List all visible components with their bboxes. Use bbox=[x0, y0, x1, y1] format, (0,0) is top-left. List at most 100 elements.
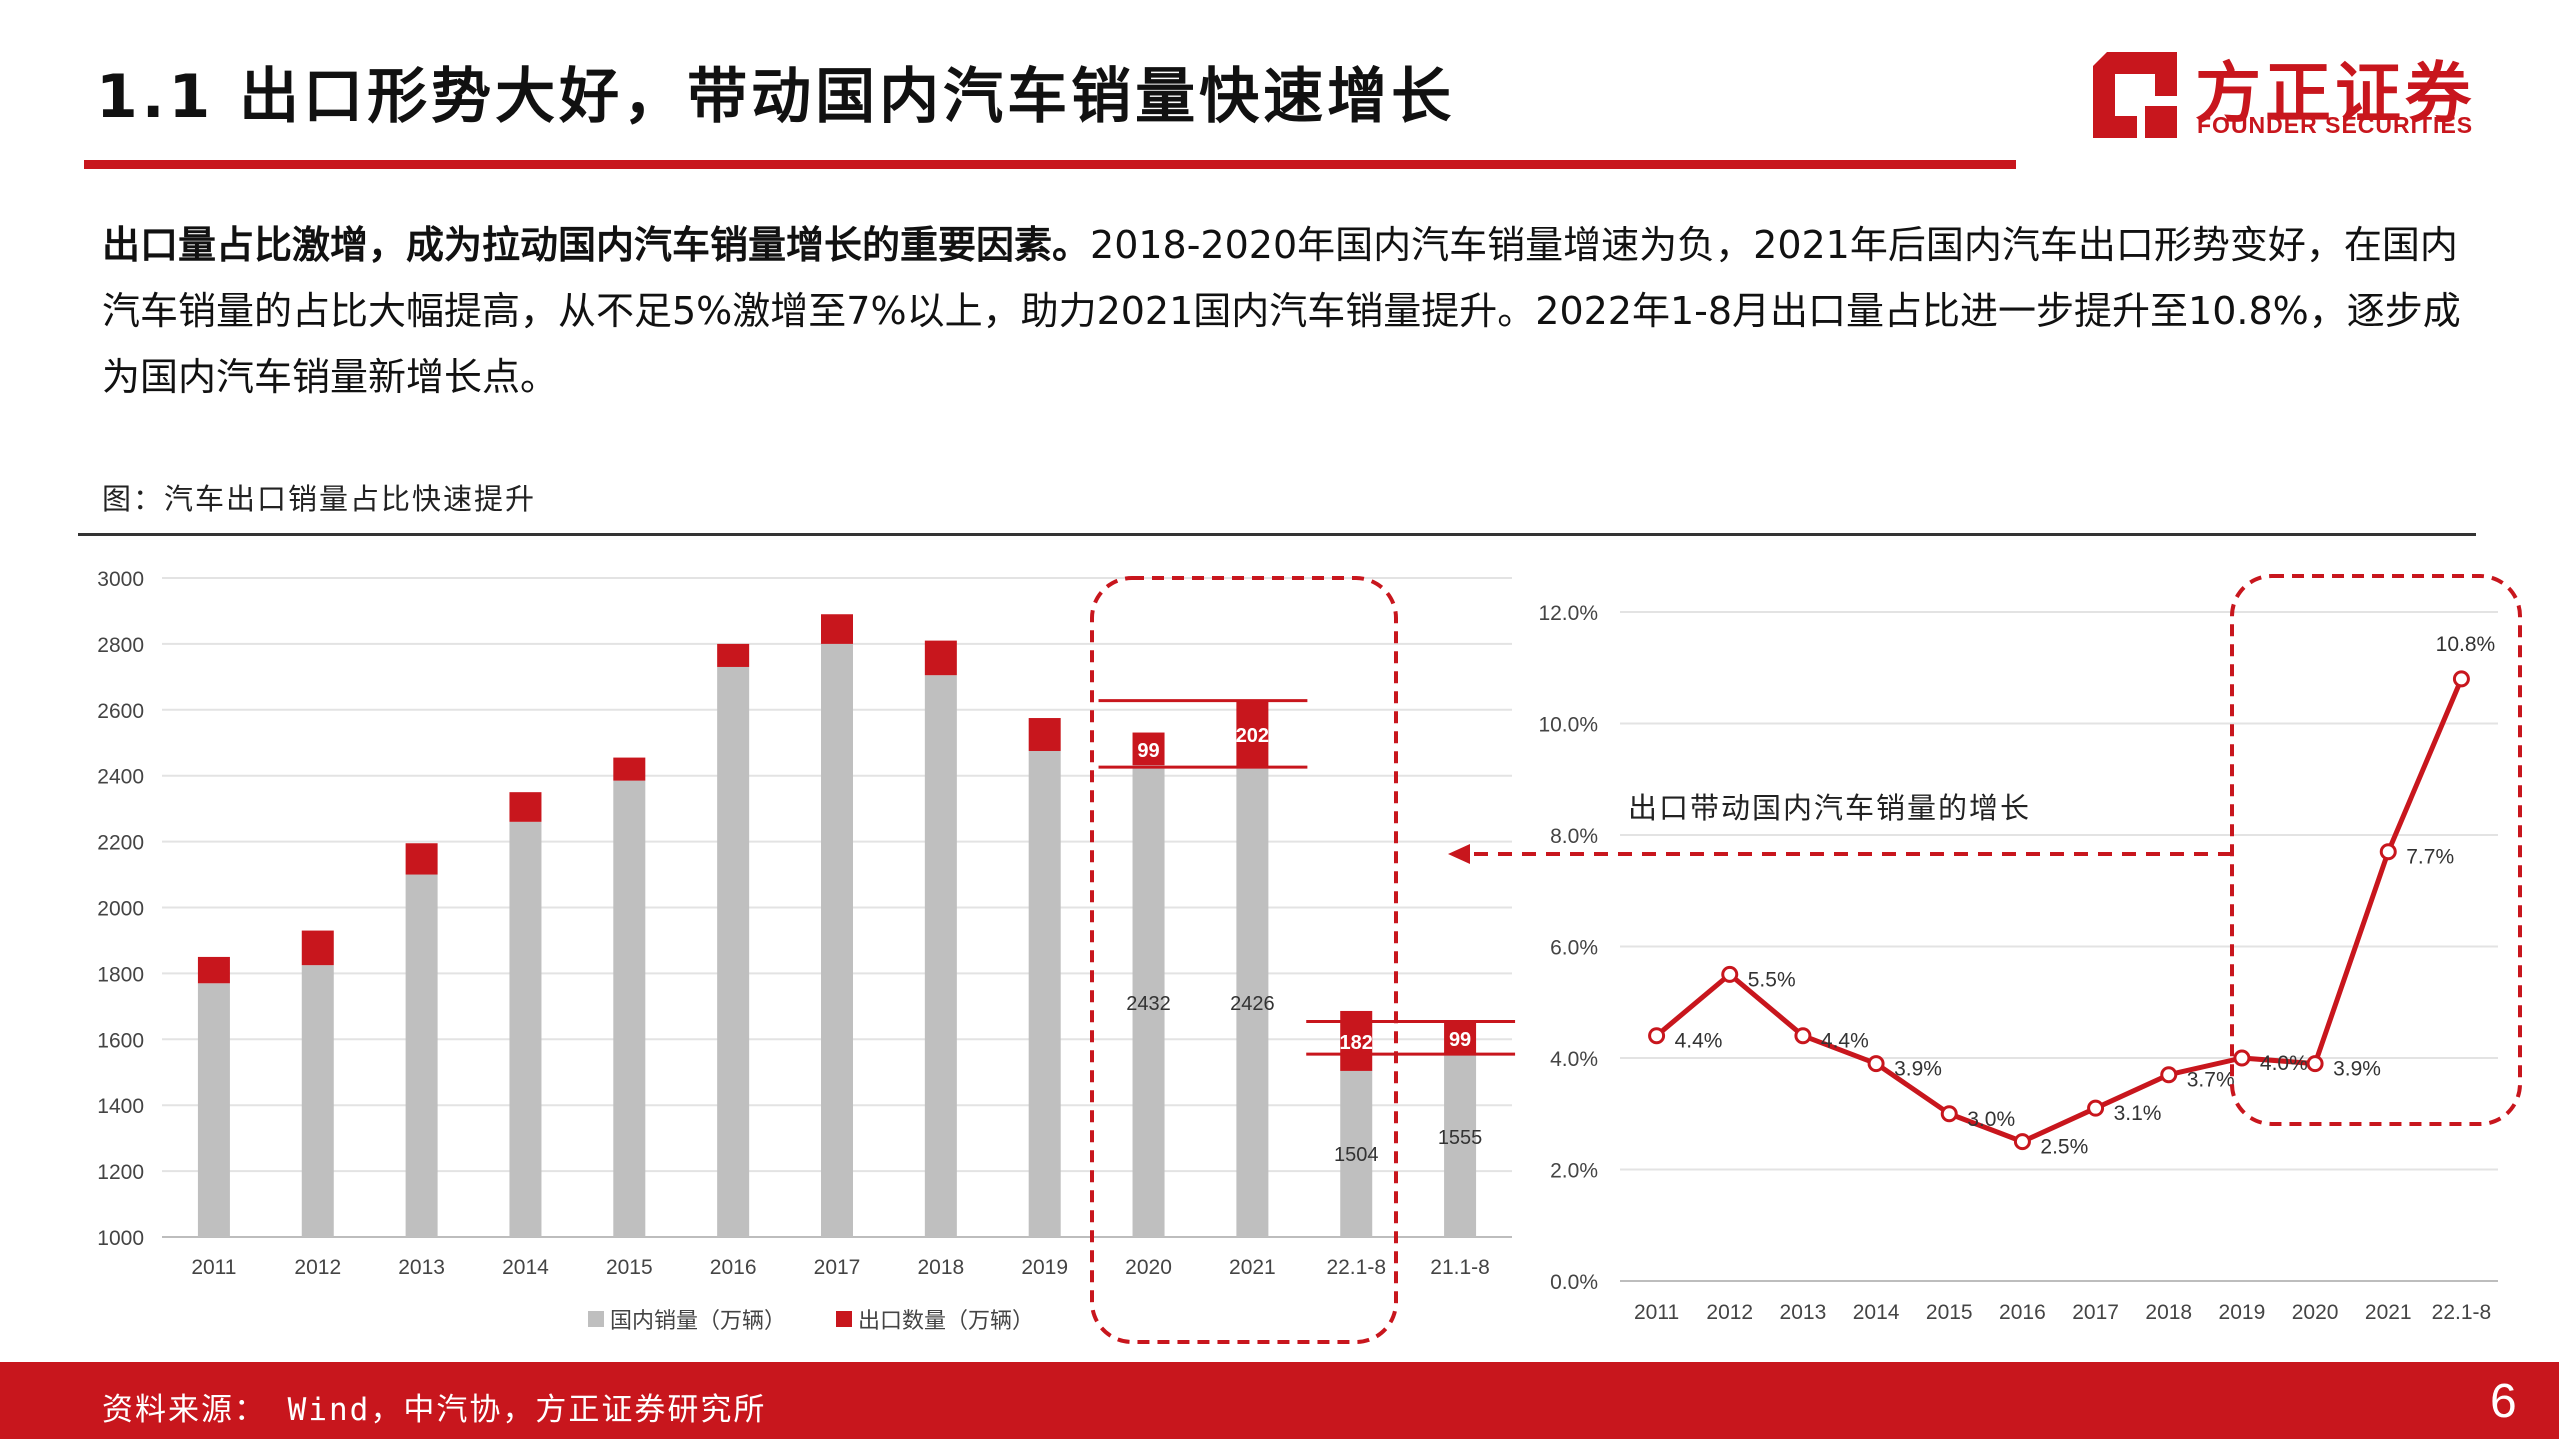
bar-x-tick-label: 2019 bbox=[1021, 1256, 1068, 1279]
export-share-data-label: 3.7% bbox=[2187, 1069, 2235, 1092]
export-share-point bbox=[2087, 1099, 2105, 1117]
logo-mark-icon bbox=[2093, 52, 2177, 138]
bar-y-tick-label: 1200 bbox=[97, 1161, 144, 1184]
bar-export-volume bbox=[405, 843, 438, 875]
export-share-data-label: 4.4% bbox=[1675, 1030, 1723, 1053]
bar-export-volume bbox=[613, 757, 646, 781]
bar-x-tick-label: 2018 bbox=[917, 1256, 964, 1279]
bar-y-tick-label: 2200 bbox=[97, 832, 144, 855]
export-share-point bbox=[2306, 1055, 2324, 1073]
line-chart: 0.0% 2.0% 4.0% 6.0% 8.0% 10.0% 12.0% 2011 2012 20… bbox=[1538, 602, 2498, 1324]
bar-export-data-label: 202 bbox=[1236, 725, 1269, 747]
footer-bar bbox=[0, 1362, 2559, 1439]
line-y-tick-label: 2.0% bbox=[1550, 1160, 1598, 1183]
export-share-data-label: 2.5% bbox=[2040, 1136, 2088, 1159]
highlight-box-line bbox=[2230, 574, 2522, 1126]
bar-export-volume bbox=[1028, 718, 1061, 751]
bar-export-volume bbox=[1236, 700, 1269, 768]
bar-y-tick-label: 1000 bbox=[97, 1227, 144, 1250]
line-y-tick-label: 10.0% bbox=[1538, 714, 1598, 737]
line-y-tick-label: 6.0% bbox=[1550, 937, 1598, 960]
bar-export-data-label: 99 bbox=[1137, 740, 1159, 762]
export-share-data-label: 3.0% bbox=[1967, 1108, 2015, 1131]
title-underline bbox=[84, 160, 2016, 169]
bar-domestic-sales bbox=[1028, 750, 1061, 1237]
chart-canvas: 1000 1200 1400 1600 1800 2000 2200 2400 2600 2800… bbox=[97, 568, 2522, 1344]
export-share-line bbox=[1654, 677, 2464, 1145]
bar-domestic-sales bbox=[509, 821, 542, 1237]
export-share-point bbox=[1940, 1105, 1958, 1123]
line-y-tick-label: 0.0% bbox=[1550, 1271, 1598, 1294]
intro-bold-lead: 出口量占比激增，成为拉动国内汽车销量增长的重要因素。 bbox=[102, 223, 1091, 267]
bar-x-tick-label: 2013 bbox=[398, 1256, 445, 1279]
legend-label-export: 出口数量（万辆） bbox=[858, 1309, 1034, 1334]
export-share-data-label: 10.8% bbox=[2436, 633, 2496, 656]
export-share-point bbox=[2160, 1066, 2178, 1084]
annotation-text: 出口带动国内汽车销量的增长 bbox=[1628, 791, 2031, 825]
bar-y-tick-label: 1800 bbox=[97, 963, 144, 986]
figure-caption: 图：汽车出口销量占比快速提升 bbox=[102, 482, 537, 516]
bar-domestic-sales bbox=[1444, 1054, 1477, 1237]
export-share-point bbox=[2233, 1049, 2251, 1067]
intro-body-text: 2018-2020年国内汽车销量增速为负，2021年后国内汽车出口形势变好，在国… bbox=[102, 223, 2461, 399]
bar-chart: 1000 1200 1400 1600 1800 2000 2200 2400 2600 2800… bbox=[97, 568, 1516, 1334]
bar-y-tick-label: 1600 bbox=[97, 1029, 144, 1052]
legend-label-domestic: 国内销量（万辆） bbox=[610, 1309, 786, 1334]
export-share-point bbox=[1867, 1055, 1885, 1073]
bar-domestic-sales bbox=[301, 965, 334, 1237]
highlight-box-bar bbox=[1090, 576, 1398, 1344]
bar-y-tick-label: 2600 bbox=[97, 700, 144, 723]
line-x-tick-label: 2014 bbox=[1853, 1301, 1900, 1324]
line-x-tick-label: 2015 bbox=[1926, 1301, 1973, 1324]
line-x-tick-label: 2011 bbox=[1634, 1301, 1679, 1324]
export-share-point bbox=[2379, 843, 2397, 861]
logo-chinese-name: 方正证券 bbox=[2195, 55, 2475, 132]
line-x-tick-label: 2018 bbox=[2145, 1301, 2192, 1324]
page-number: 6 bbox=[2490, 1375, 2517, 1428]
line-x-tick-label: 2020 bbox=[2292, 1301, 2339, 1324]
bar-domestic-data-label: 2426 bbox=[1230, 993, 1275, 1015]
line-x-tick-label: 2012 bbox=[1706, 1301, 1753, 1324]
line-x-tick-label: 2016 bbox=[1999, 1301, 2046, 1324]
founder-securities-logo: 方正证券 FOUNDER SECURITIES bbox=[2085, 38, 2475, 148]
source-note: 资料来源： Wind，中汽协，方正证券研究所 bbox=[102, 1392, 767, 1428]
figure-divider bbox=[78, 533, 2476, 536]
bar-x-tick-label: 2020 bbox=[1125, 1256, 1172, 1279]
bar-export-volume bbox=[924, 640, 957, 676]
export-share-point bbox=[1794, 1027, 1812, 1045]
bar-export-volume bbox=[1132, 732, 1165, 766]
export-share-data-label: 7.7% bbox=[2406, 846, 2454, 869]
line-y-tick-label: 8.0% bbox=[1550, 825, 1598, 848]
bar-x-tick-label: 21.1-8 bbox=[1430, 1256, 1490, 1279]
line-x-tick-label: 2019 bbox=[2219, 1301, 2266, 1324]
bar-x-tick-label: 22.1-8 bbox=[1326, 1256, 1386, 1279]
export-share-point bbox=[2013, 1133, 2031, 1151]
bar-export-volume bbox=[509, 792, 542, 822]
bar-y-tick-label: 2800 bbox=[97, 634, 144, 657]
export-share-data-label: 3.1% bbox=[2114, 1102, 2162, 1125]
bar-x-tick-label: 2015 bbox=[606, 1256, 653, 1279]
export-share-point bbox=[1721, 965, 1739, 983]
bar-export-data-label: 182 bbox=[1340, 1032, 1373, 1054]
line-x-tick-label: 2017 bbox=[2072, 1301, 2119, 1324]
bar-domestic-data-label: 2432 bbox=[1126, 993, 1171, 1015]
legend-swatch-domestic bbox=[588, 1311, 604, 1327]
bar-export-data-label: 99 bbox=[1449, 1029, 1471, 1051]
export-share-data-label: 3.9% bbox=[1894, 1058, 1942, 1081]
bar-domestic-sales bbox=[821, 643, 853, 1237]
bar-y-tick-label: 2000 bbox=[97, 898, 144, 921]
bar-export-volume bbox=[197, 956, 230, 984]
bar-domestic-sales bbox=[1132, 765, 1165, 1237]
bar-x-tick-label: 2017 bbox=[814, 1256, 861, 1279]
bar-legend: 国内销量（万辆） 出口数量（万辆） bbox=[588, 1309, 1034, 1334]
bar-x-tick-label: 2021 bbox=[1229, 1256, 1276, 1279]
bar-domestic-sales bbox=[613, 780, 646, 1237]
bar-y-tick-label: 3000 bbox=[97, 568, 144, 591]
bar-x-tick-label: 2011 bbox=[191, 1256, 236, 1279]
bar-x-tick-label: 2016 bbox=[710, 1256, 757, 1279]
bar-domestic-sales bbox=[1340, 1070, 1373, 1237]
bar-domestic-sales bbox=[405, 874, 438, 1237]
bar-x-tick-label: 2014 bbox=[502, 1256, 549, 1279]
bar-domestic-data-label: 1555 bbox=[1438, 1127, 1483, 1149]
export-share-data-label: 4.0% bbox=[2260, 1052, 2308, 1075]
